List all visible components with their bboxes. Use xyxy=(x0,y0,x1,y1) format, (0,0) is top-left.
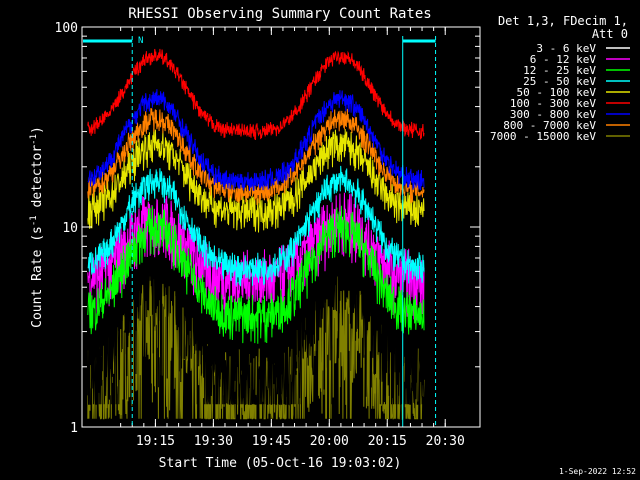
x-tick-label: 20:15 xyxy=(368,434,407,449)
y-tick-label: 100 xyxy=(55,21,78,36)
legend-label: 50 - 100 keV xyxy=(517,86,597,99)
series-800-to-7000keV-line xyxy=(87,108,425,205)
x-tick-label: 20:30 xyxy=(426,434,465,449)
x-axis-label: Start Time (05-Oct-16 19:03:02) xyxy=(159,456,402,471)
legend-header-line-1: Det 1,3, FDecim 1, xyxy=(498,14,628,28)
x-tick-label: 19:45 xyxy=(252,434,291,449)
legend-label: 300 - 800 keV xyxy=(510,108,596,121)
x-tick-label: 20:00 xyxy=(310,434,349,449)
x-tick-label: 19:15 xyxy=(136,434,175,449)
legend-label: 7000 - 15000 keV xyxy=(490,130,596,143)
legend-header-line-2: Att 0 xyxy=(592,27,628,41)
axis-ticks: 19:15 19:30 19:45 20:00 20:15 20:30 1 10 100 xyxy=(55,21,480,449)
y-axis-label: Count Rate (s-1 detector-1) xyxy=(29,126,45,328)
series-12-to-25keV-line xyxy=(87,205,425,344)
legend-label: 6 - 12 keV xyxy=(530,53,597,66)
x-tick-label: 19:30 xyxy=(194,434,233,449)
plot-frame xyxy=(81,26,481,428)
timestamp: 1-Sep-2022 12:52 xyxy=(559,467,636,476)
legend-label: 100 - 300 keV xyxy=(510,97,596,110)
legend-label: 800 - 7000 keV xyxy=(503,119,596,132)
y-tick-label: 10 xyxy=(62,221,78,236)
flag-label: N xyxy=(138,36,143,46)
series-100-to-300keV-line xyxy=(87,48,425,141)
legend-label: 12 - 25 keV xyxy=(523,64,596,77)
series-25-to-50keV-line xyxy=(87,165,425,287)
series-300-to-800keV-line xyxy=(87,89,425,191)
series-50-to-100keV-line xyxy=(87,127,425,233)
orbit-annotations: N xyxy=(83,36,437,427)
chart-title: RHESSI Observing Summary Count Rates xyxy=(128,6,431,22)
y-tick-label: 1 xyxy=(70,421,78,436)
legend-label: 25 - 50 keV xyxy=(523,75,596,88)
legend-label: 3 - 6 keV xyxy=(536,42,596,55)
